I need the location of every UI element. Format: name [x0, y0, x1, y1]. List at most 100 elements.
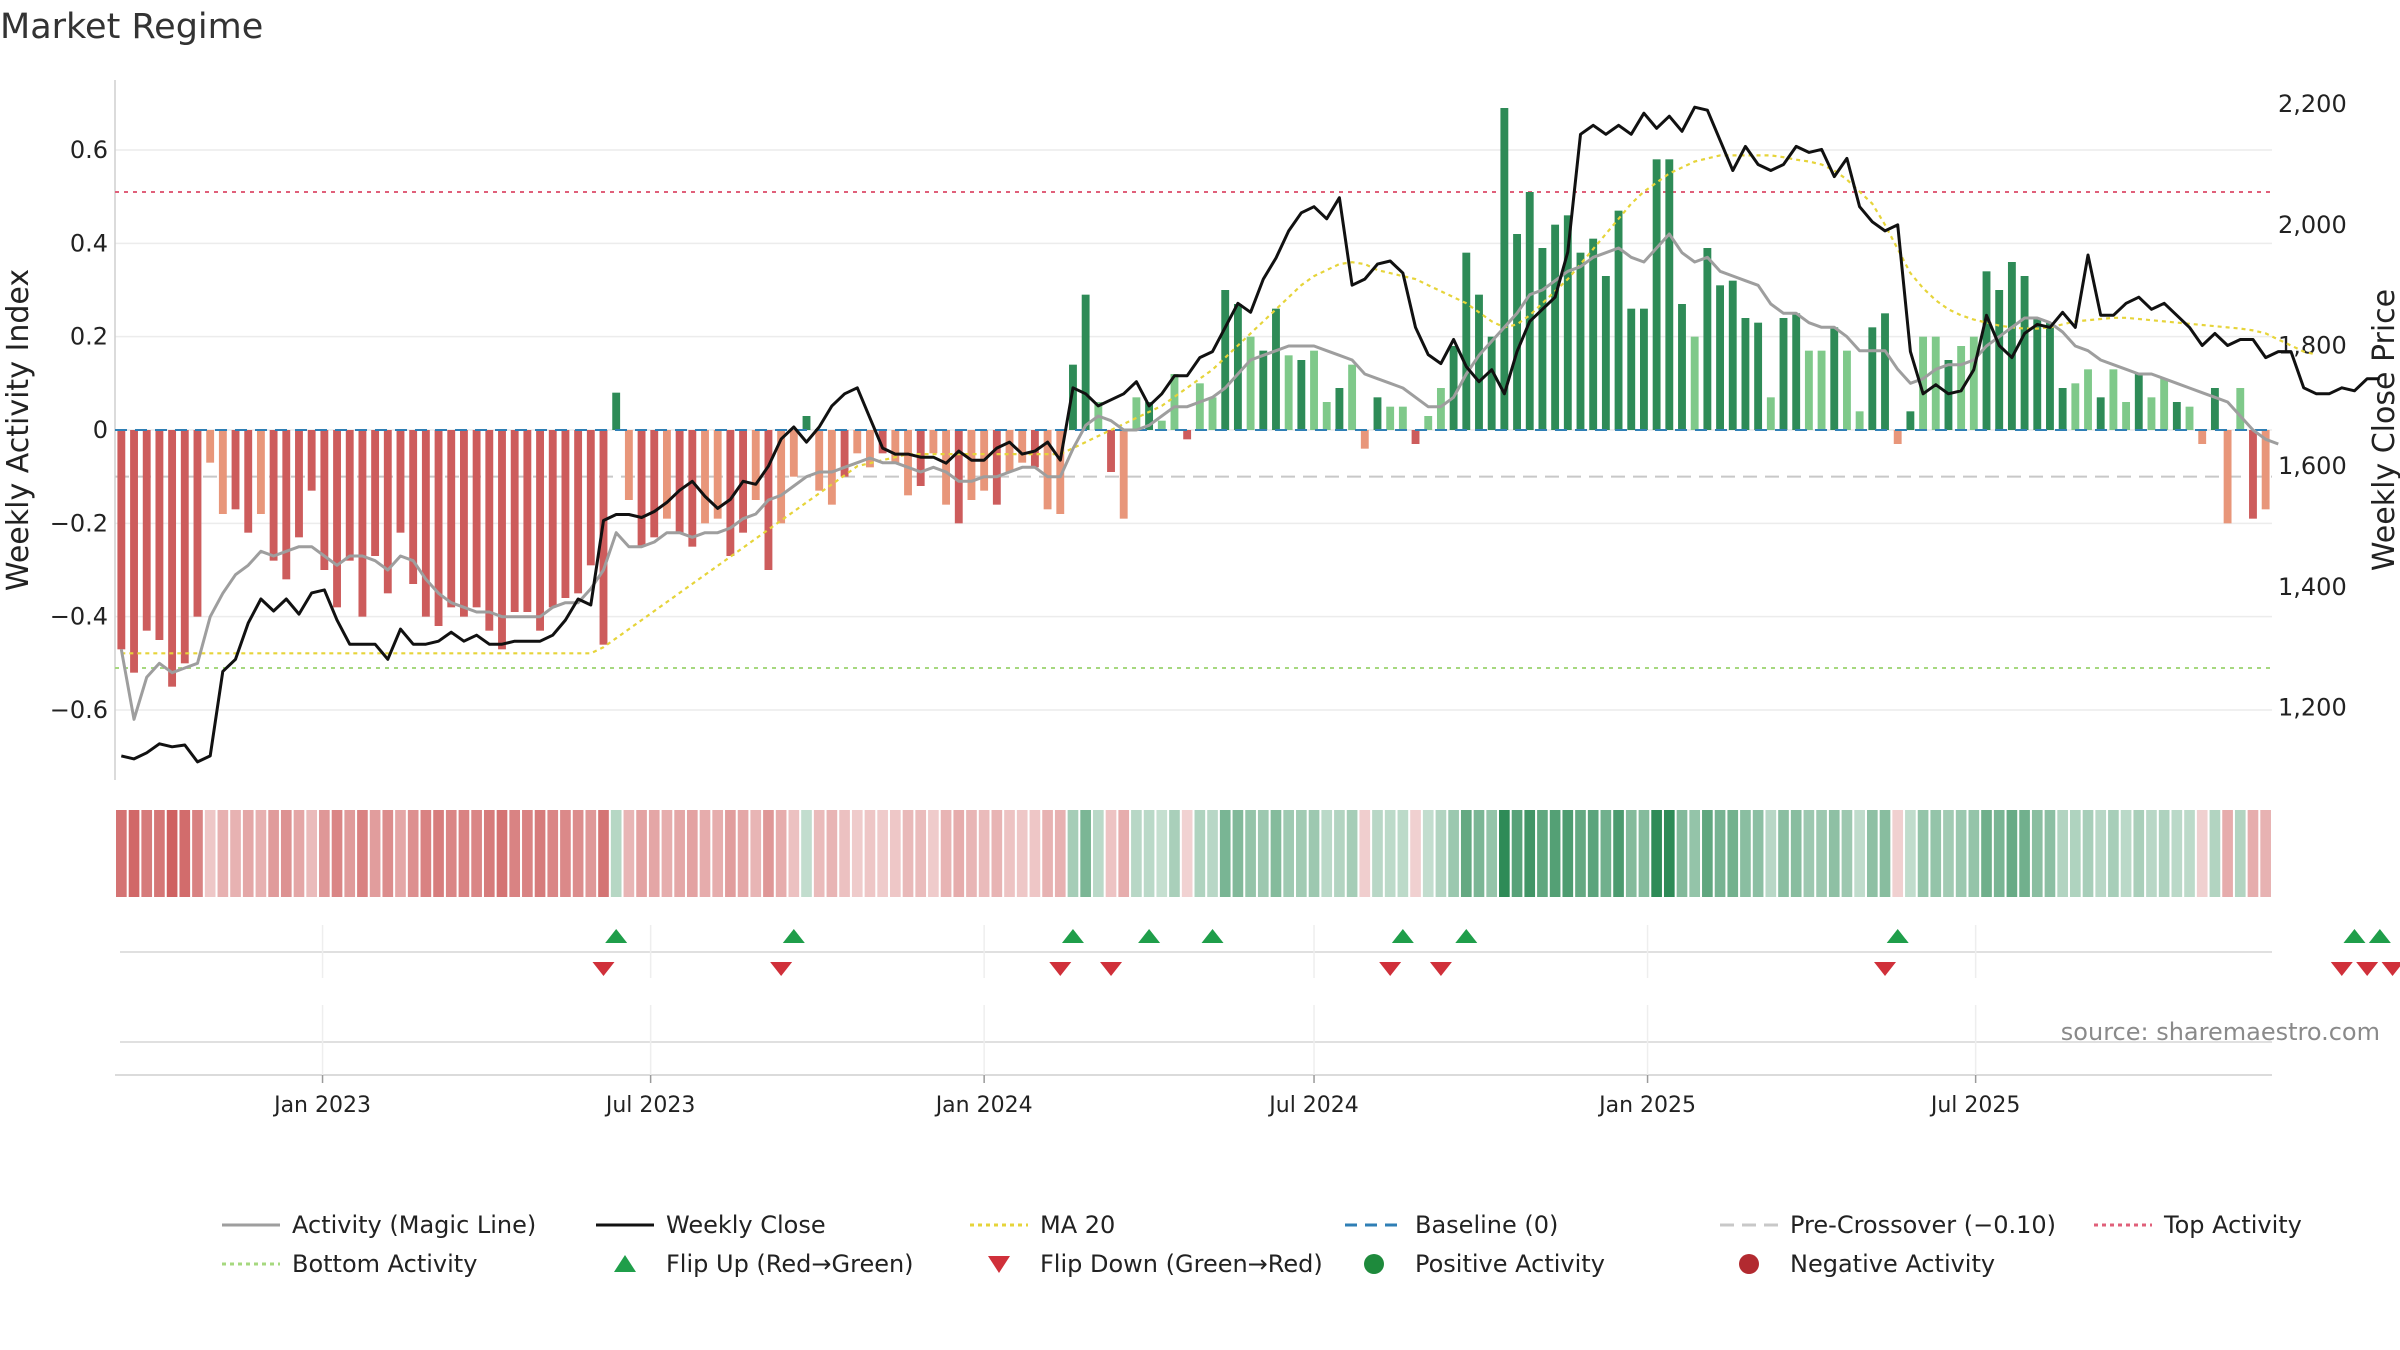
- activity-bar: [1208, 397, 1217, 430]
- activity-bar: [498, 430, 506, 650]
- activity-bar: [904, 430, 912, 496]
- activity-bar: [2033, 318, 2042, 430]
- regime-heat-strip: [116, 810, 2271, 897]
- heat-cell: [1866, 810, 1878, 897]
- heat-cell: [141, 810, 153, 897]
- heat-cell: [1460, 810, 1472, 897]
- heat-cell: [458, 810, 470, 897]
- legend-label: MA 20: [1040, 1211, 1115, 1239]
- activity-bar: [1601, 276, 1610, 430]
- activity-bar: [1995, 290, 2004, 430]
- activity-bar: [1195, 383, 1204, 430]
- activity-bar: [1881, 313, 1889, 430]
- activity-bar: [307, 430, 316, 491]
- heat-cell: [1181, 810, 1193, 897]
- heat-cell: [648, 810, 660, 897]
- activity-bar: [701, 430, 709, 524]
- heat-cell: [1993, 810, 2005, 897]
- heat-cell: [1917, 810, 1929, 897]
- activity-bar: [1157, 420, 1166, 430]
- activity-bar: [1589, 238, 1598, 430]
- heat-cell: [1131, 810, 1142, 897]
- activity-bar: [1614, 210, 1623, 430]
- activity-bar: [2020, 276, 2029, 430]
- heat-cell: [522, 810, 533, 897]
- heat-cell: [585, 810, 597, 897]
- activity-bar: [345, 430, 354, 561]
- heat-cell: [116, 810, 127, 897]
- activity-bar: [2046, 322, 2054, 430]
- activity-bar: [193, 430, 202, 617]
- activity-bar: [434, 430, 443, 626]
- heat-cell: [1384, 810, 1396, 897]
- activity-bar: [1563, 215, 1572, 430]
- activity-bar: [2236, 388, 2245, 430]
- y-left-tick-label: 0: [93, 416, 108, 444]
- activity-bar: [663, 430, 671, 519]
- activity-bar: [1919, 336, 1928, 430]
- heat-cell: [1638, 810, 1650, 897]
- activity-bar: [1525, 192, 1534, 430]
- activity-bar: [612, 392, 621, 430]
- heat-cell: [1169, 810, 1180, 897]
- heat-cell: [1511, 810, 1523, 897]
- activity-bar: [142, 430, 151, 631]
- activity-bar: [256, 430, 265, 514]
- ma20-line: [121, 154, 2317, 655]
- activity-bar: [472, 430, 481, 608]
- heat-cell: [1625, 810, 1637, 897]
- flip-down-marker: [1429, 962, 1452, 976]
- heat-cell: [610, 810, 622, 897]
- y-left-axis-title: Weekly Activity Index: [1, 269, 36, 591]
- activity-bar: [1259, 350, 1268, 430]
- heat-cell: [1054, 810, 1066, 897]
- heat-cell: [813, 810, 825, 897]
- heat-cell: [1879, 810, 1891, 897]
- heat-cell: [1575, 810, 1586, 897]
- heat-cell: [1270, 810, 1282, 897]
- heat-cell: [737, 810, 749, 897]
- flip-up-marker: [1391, 929, 1414, 943]
- activity-bar: [1792, 313, 1801, 430]
- activity-bar: [1576, 252, 1585, 430]
- activity-bar: [1678, 304, 1686, 430]
- y-left-tick-label: −0.4: [50, 603, 108, 631]
- heat-cell: [915, 810, 927, 897]
- activity-bar: [1373, 397, 1382, 430]
- flip-up-marker: [782, 929, 805, 943]
- y-right-tick-label: 2,000: [2278, 211, 2347, 239]
- y-left-tick-label: −0.6: [50, 696, 108, 724]
- activity-bar: [510, 430, 519, 612]
- heat-cell: [1334, 810, 1345, 897]
- heat-cell: [1372, 810, 1383, 897]
- heat-cell: [1029, 810, 1041, 897]
- activity-bar: [726, 430, 735, 556]
- heat-cell: [192, 810, 203, 897]
- legend-swatch: [614, 1255, 636, 1272]
- heat-cell: [1245, 810, 1256, 897]
- activity-bar: [2223, 430, 2232, 524]
- activity-bar: [1030, 430, 1039, 468]
- activity-bar: [1043, 430, 1052, 510]
- activity-bar: [1424, 416, 1433, 430]
- legend-item: Baseline (0): [1345, 1211, 1558, 1239]
- heat-cell: [2133, 810, 2145, 897]
- activity-bar: [1310, 350, 1318, 430]
- heat-cell: [864, 810, 876, 897]
- heat-cell: [763, 810, 774, 897]
- heat-cell: [1524, 810, 1536, 897]
- heat-cell: [445, 810, 457, 897]
- heat-cell: [1397, 810, 1409, 897]
- heat-cell: [471, 810, 482, 897]
- activity-bar: [789, 430, 798, 477]
- flip-markers-panel: [120, 925, 2400, 978]
- x-tick-label: Jan 2023: [272, 1093, 371, 1118]
- heat-cell: [1689, 810, 1701, 897]
- heat-cell: [1422, 810, 1434, 897]
- x-tick-label: Jan 2025: [1597, 1093, 1696, 1118]
- activity-bar: [1906, 411, 1915, 430]
- legend-label: Flip Down (Green→Red): [1040, 1250, 1323, 1278]
- flip-down-marker: [1049, 962, 1072, 976]
- activity-bar: [295, 430, 303, 538]
- activity-bar: [561, 430, 570, 598]
